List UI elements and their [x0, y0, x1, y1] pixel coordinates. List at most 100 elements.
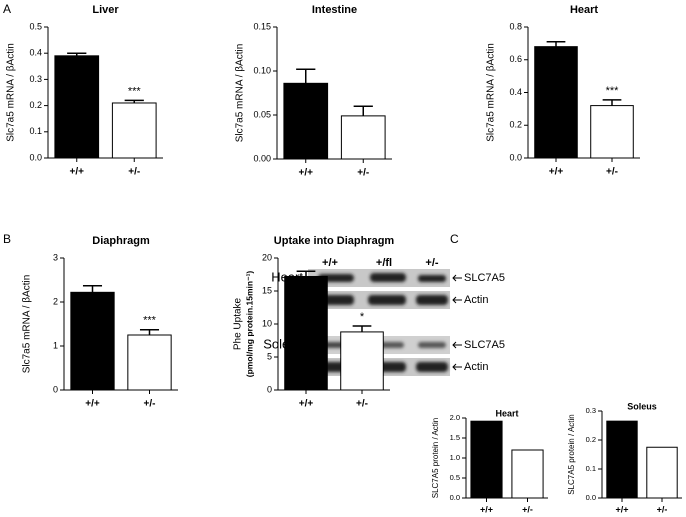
y-tick-label: 0.6 [509, 54, 522, 64]
error-bar [296, 68, 316, 84]
y-tick-label: 1 [53, 340, 58, 350]
blot-band-label: Actin [464, 361, 488, 373]
panel-label: B [3, 232, 11, 246]
y-tick-label: 2.0 [450, 413, 460, 422]
x-tick-label: +/- [144, 399, 156, 410]
y-tick-label: 0.2 [586, 435, 596, 444]
y-axis-label: Slc7a5 mRNA / βActin [486, 43, 497, 142]
chart-title: Soleus [627, 401, 657, 411]
x-tick-label: +/+ [480, 504, 493, 514]
band-arrow [452, 274, 462, 282]
band-arrow [452, 341, 462, 349]
y-tick-label: 10 [262, 318, 272, 328]
y-tick-label: 5 [267, 351, 272, 361]
chart-title: Heart [570, 4, 598, 16]
chart-title: Uptake into Diaphragm [274, 235, 395, 247]
error-bar [546, 40, 566, 47]
bar [470, 420, 503, 499]
x-tick-label: +/- [356, 399, 368, 410]
x-tick-label: +/- [128, 167, 140, 178]
panel-label: C [450, 232, 459, 246]
y-tick-label: 0.1 [586, 464, 596, 473]
bar [590, 105, 634, 159]
y-tick-label: 0.0 [586, 493, 596, 502]
error-bar [296, 270, 316, 277]
band-arrow [452, 296, 462, 304]
chart-title: Heart [495, 408, 518, 418]
y-tick-label: 0.1 [29, 126, 42, 136]
bar [606, 420, 638, 499]
y-axis-label: SLC7A5 protein / Actin [567, 414, 576, 495]
y-tick-label: 15 [262, 285, 272, 295]
y-axis-label: SLC7A5 protein / Actin [431, 418, 440, 499]
y-tick-label: 0.0 [450, 493, 460, 502]
chart-title: Liver [92, 4, 119, 16]
y-tick-label: 2 [53, 296, 58, 306]
chart-title: Intestine [312, 4, 357, 16]
x-tick-label: +/+ [299, 399, 314, 410]
error-bar [139, 328, 160, 335]
y-tick-label: 0.0 [29, 152, 42, 162]
y-tick-label: 0.2 [29, 100, 42, 110]
x-tick-label: +/+ [299, 168, 314, 179]
bar [54, 55, 100, 159]
y-tick-label: 0.15 [253, 21, 271, 31]
y-tick-label: 3 [53, 252, 58, 262]
error-bar [82, 284, 103, 293]
x-tick-label: +/- [657, 504, 668, 514]
significance-label: * [360, 311, 365, 323]
significance-label: *** [606, 85, 620, 97]
bar [340, 115, 386, 160]
band-arrow [452, 363, 462, 371]
x-tick-label: +/+ [70, 167, 85, 178]
x-tick-label: +/+ [615, 504, 628, 514]
y-tick-label: 0 [267, 384, 272, 394]
blot-band-label: SLC7A5 [464, 272, 505, 284]
significance-label: *** [143, 315, 157, 327]
error-bar [602, 99, 622, 106]
panel-label: A [3, 2, 11, 16]
y-tick-label: 0.05 [253, 109, 271, 119]
blot-column-label: +/fl [376, 257, 392, 269]
error-bar [124, 99, 144, 103]
y-tick-label: 0 [53, 384, 58, 394]
x-tick-label: +/+ [85, 399, 100, 410]
bar [70, 291, 115, 391]
bar [511, 449, 544, 499]
y-tick-label: 0.4 [509, 87, 522, 97]
y-axis-label: Slc7a5 mRNA / βActin [22, 275, 33, 374]
y-tick-label: 0.10 [253, 65, 271, 75]
y-tick-label: 0.8 [509, 21, 522, 31]
significance-label: *** [128, 85, 142, 97]
y-tick-label: 20 [262, 252, 272, 262]
x-tick-label: +/- [357, 168, 369, 179]
blot-column-label: +/+ [322, 257, 338, 269]
y-tick-label: 0.0 [509, 152, 522, 162]
x-tick-label: +/- [606, 167, 618, 178]
bar [127, 334, 172, 391]
y-axis-label: Phe Uptake [233, 297, 244, 350]
bar [534, 46, 578, 159]
blot-band-label: SLC7A5 [464, 339, 505, 351]
error-bar [67, 52, 87, 56]
y-axis-label: Slc7a5 mRNA / βActin [6, 43, 17, 142]
blot-column-label: +/- [425, 257, 438, 269]
y-tick-label: 0.00 [253, 153, 271, 163]
y-tick-label: 0.2 [509, 120, 522, 130]
bar [111, 102, 157, 159]
y-tick-label: 0.3 [586, 406, 596, 415]
y-axis-label: (pmol/mg protein.15min⁻¹) [244, 271, 254, 378]
y-axis-label: Slc7a5 mRNA / βActin [235, 44, 246, 143]
bar [340, 331, 384, 391]
error-bar [353, 105, 373, 116]
chart-title: Diaphragm [92, 235, 150, 247]
y-tick-label: 0.5 [29, 21, 42, 31]
bar [283, 82, 329, 160]
y-tick-label: 1.0 [450, 453, 460, 462]
y-tick-label: 0.5 [450, 473, 460, 482]
x-tick-label: +/+ [549, 167, 564, 178]
y-tick-label: 1.5 [450, 433, 460, 442]
bar [284, 275, 328, 391]
y-tick-label: 0.3 [29, 74, 42, 84]
